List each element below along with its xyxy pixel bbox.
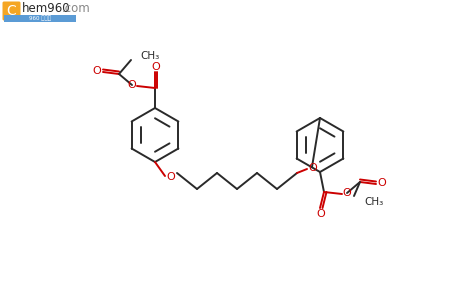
FancyBboxPatch shape xyxy=(4,15,76,22)
Text: O: O xyxy=(167,172,175,182)
Text: O: O xyxy=(152,62,160,72)
FancyBboxPatch shape xyxy=(2,1,20,21)
Text: hem960: hem960 xyxy=(22,3,71,16)
Text: O: O xyxy=(378,178,386,188)
Text: O: O xyxy=(309,163,318,173)
Text: O: O xyxy=(92,66,101,76)
Text: CH₃: CH₃ xyxy=(364,197,383,207)
Text: 960 化工网: 960 化工网 xyxy=(29,16,51,21)
Text: CH₃: CH₃ xyxy=(140,51,159,61)
Text: O: O xyxy=(128,80,137,90)
Text: C: C xyxy=(7,4,17,18)
Text: .com: .com xyxy=(62,3,91,16)
Text: O: O xyxy=(343,188,351,198)
Text: O: O xyxy=(317,209,325,219)
